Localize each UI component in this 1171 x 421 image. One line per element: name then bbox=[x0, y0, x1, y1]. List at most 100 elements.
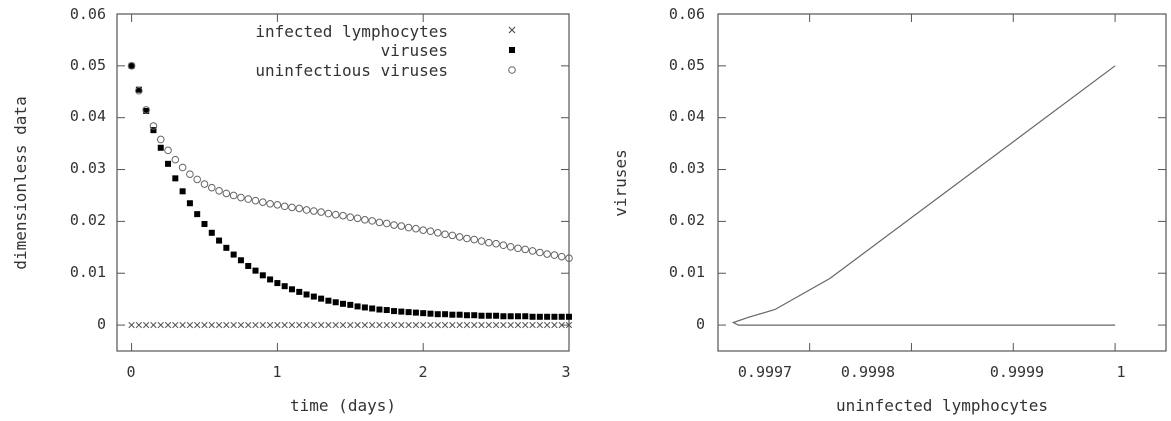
data-point-cross bbox=[128, 321, 135, 329]
data-point-circle bbox=[127, 62, 136, 70]
data-point-circle bbox=[499, 241, 508, 250]
data-point-square bbox=[252, 267, 259, 274]
data-point-cross bbox=[310, 321, 317, 329]
cross-stroke bbox=[194, 321, 201, 329]
cross-stroke bbox=[172, 321, 179, 329]
data-point-square bbox=[456, 311, 463, 318]
cross-stroke bbox=[492, 321, 500, 329]
right-y-tick-label: 0 bbox=[696, 315, 705, 333]
data-point-cross bbox=[186, 321, 194, 329]
cross-stroke bbox=[274, 321, 281, 329]
data-point-square bbox=[201, 220, 208, 227]
data-point-circle bbox=[412, 224, 420, 233]
data-point-circle bbox=[222, 189, 231, 198]
data-point-square bbox=[558, 313, 565, 320]
left-y-tick-label: 0 bbox=[97, 315, 106, 333]
data-point-cross bbox=[514, 321, 522, 329]
data-point-circle bbox=[353, 214, 362, 223]
cross-stroke bbox=[543, 321, 551, 329]
right-y-tick-label: 0.06 bbox=[669, 5, 705, 23]
data-point-cross bbox=[441, 321, 449, 329]
cross-stroke bbox=[478, 321, 485, 329]
data-point-square bbox=[157, 144, 164, 151]
data-point-circle bbox=[404, 223, 413, 232]
data-point-cross bbox=[551, 321, 558, 329]
data-point-circle bbox=[280, 202, 289, 211]
data-point-cross bbox=[201, 321, 208, 329]
data-point-cross bbox=[361, 321, 369, 329]
data-point-circle bbox=[324, 209, 333, 218]
right-x-tick-label: 0.9999 bbox=[990, 363, 1044, 381]
legend-entry-uninfectious-viruses: uninfectious viruses bbox=[255, 61, 516, 80]
legend-entry-infected-lymphocytes: infected lymphocytes bbox=[255, 22, 516, 41]
data-point-cross bbox=[281, 321, 288, 329]
cross-stroke bbox=[186, 321, 194, 329]
left-legend: infected lymphocytes viruses uninfectiou… bbox=[255, 22, 516, 80]
data-point-square bbox=[449, 311, 456, 318]
cross-stroke bbox=[128, 321, 135, 329]
cross-stroke bbox=[266, 321, 274, 329]
data-point-square bbox=[165, 160, 172, 167]
cross-stroke bbox=[143, 321, 150, 329]
data-point-circle bbox=[470, 235, 479, 244]
data-point-circle bbox=[331, 210, 340, 219]
data-point-circle bbox=[485, 238, 493, 247]
data-point-cross bbox=[172, 321, 179, 329]
right-x-tick-label: 0.9997 bbox=[738, 363, 792, 381]
data-point-square bbox=[288, 286, 295, 293]
cross-stroke bbox=[463, 321, 471, 329]
data-point-circle bbox=[193, 175, 201, 184]
data-point-square bbox=[332, 299, 339, 306]
data-point-circle bbox=[382, 219, 391, 228]
cross-stroke bbox=[303, 321, 310, 329]
legend-marker-filled-square bbox=[509, 47, 515, 53]
data-point-cross bbox=[529, 321, 536, 329]
right-y-tick-label: 0.05 bbox=[669, 56, 705, 74]
data-point-circle bbox=[135, 86, 143, 95]
cross-stroke bbox=[281, 321, 288, 329]
left-plot-frame bbox=[116, 13, 570, 352]
cross-stroke bbox=[164, 321, 172, 329]
data-point-cross bbox=[245, 321, 252, 329]
right-y-tick-label: 0.01 bbox=[669, 263, 705, 281]
data-point-circle bbox=[259, 198, 267, 207]
data-point-square bbox=[347, 301, 354, 308]
data-point-circle bbox=[368, 217, 376, 225]
data-point-cross bbox=[164, 321, 172, 329]
series-line bbox=[731, 65, 1116, 326]
data-point-cross bbox=[288, 321, 296, 329]
data-point-cross bbox=[266, 321, 274, 329]
data-point-cross bbox=[135, 321, 143, 329]
data-point-square bbox=[478, 312, 485, 319]
data-point-circle bbox=[426, 227, 435, 236]
data-point-square bbox=[267, 276, 274, 283]
left-y-tick-label: 0.01 bbox=[70, 263, 106, 281]
data-point-circle bbox=[288, 203, 296, 212]
cross-stroke bbox=[449, 321, 456, 329]
data-point-cross bbox=[296, 321, 303, 329]
cross-stroke bbox=[332, 321, 339, 329]
cross-stroke bbox=[339, 321, 347, 329]
data-point-cross bbox=[420, 321, 427, 329]
left-x-tick-labels: 0 1 2 3 bbox=[126, 363, 570, 381]
data-point-cross bbox=[492, 321, 500, 329]
data-point-square bbox=[383, 307, 390, 314]
cross-stroke bbox=[529, 321, 536, 329]
data-point-cross bbox=[485, 321, 492, 329]
data-point-square bbox=[208, 229, 215, 236]
cross-stroke bbox=[434, 321, 441, 329]
data-point-square bbox=[325, 297, 332, 304]
legend-label-infected-lymphocytes: infected lymphocytes bbox=[255, 22, 448, 41]
right-x-tick-label: 0.9998 bbox=[841, 363, 895, 381]
cross-stroke bbox=[398, 321, 405, 329]
data-point-circle bbox=[521, 245, 530, 254]
data-point-square bbox=[566, 313, 572, 320]
cross-stroke bbox=[427, 321, 434, 329]
data-point-square bbox=[223, 244, 230, 251]
left-x-tick-marks bbox=[131, 14, 570, 351]
data-point-square bbox=[194, 211, 201, 218]
data-point-cross bbox=[347, 321, 354, 329]
data-point-circle bbox=[156, 135, 165, 144]
data-point-square bbox=[303, 291, 310, 298]
data-point-cross bbox=[478, 321, 485, 329]
